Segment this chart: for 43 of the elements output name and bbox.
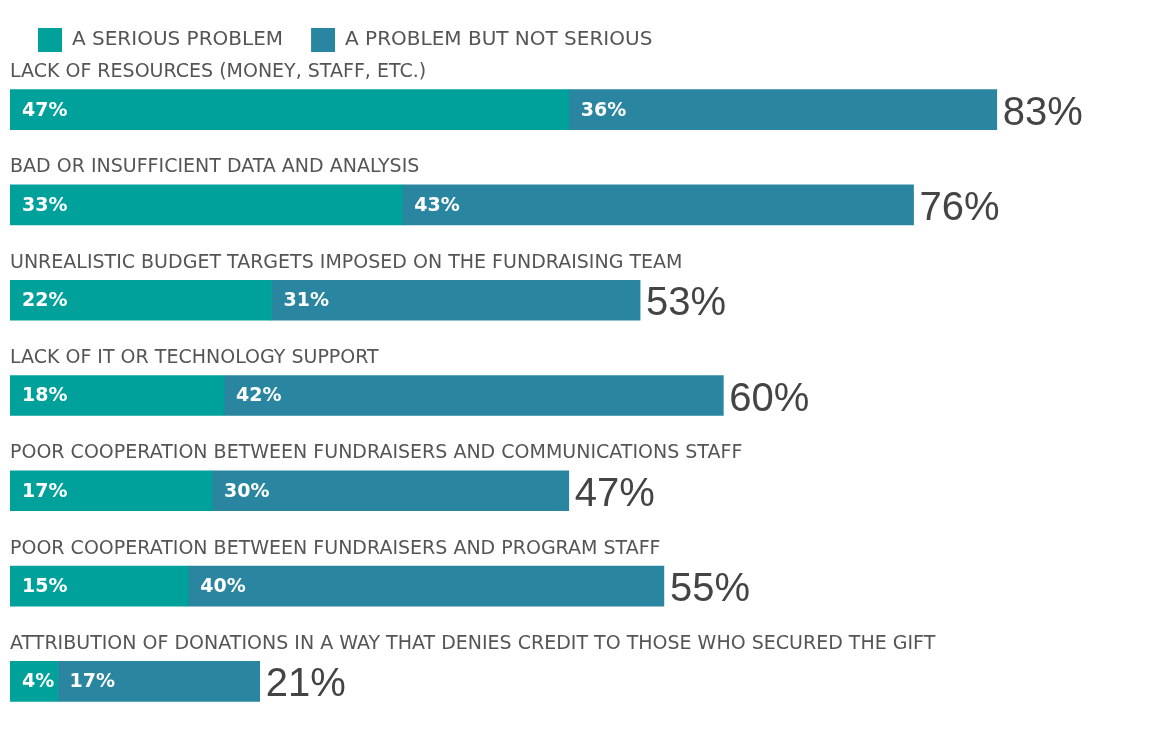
y-tick-label: UNREALISTIC BUDGET TARGETS IMPOSED ON THE FUNDRAISING TEAM: [10, 249, 683, 272]
data-label: 36%: [580, 97, 627, 120]
total-label: 55%: [669, 565, 750, 610]
data-label: 22%: [22, 288, 68, 311]
y-tick-label: LACK OF IT OR TECHNOLOGY SUPPORT: [10, 344, 380, 367]
bar: [10, 565, 189, 607]
data-label: 43%: [414, 192, 460, 215]
bar: [271, 279, 641, 321]
total-label: 53%: [646, 279, 727, 324]
data-label: 17%: [22, 478, 68, 501]
y-tick-label: BAD OR INSUFFICIENT DATA AND ANALYSIS: [10, 154, 420, 177]
data-label: 47%: [22, 97, 68, 120]
total-label: 47%: [574, 469, 655, 514]
bar: [223, 375, 724, 416]
data-label: 33%: [22, 192, 68, 215]
bar: [188, 565, 665, 607]
total-label: 60%: [729, 374, 810, 419]
bar: [10, 470, 213, 512]
y-tick-label: POOR COOPERATION BETWEEN FUNDRAISERS AND PROGRAM STAFF: [10, 535, 661, 558]
bar: [211, 470, 570, 512]
data-label: 18%: [22, 383, 68, 406]
data-label: 30%: [224, 478, 270, 501]
data-label: 40%: [200, 574, 246, 597]
bar: [10, 89, 570, 130]
legend-label: A SERIOUS PROBLEM: [72, 26, 284, 51]
bar: [568, 89, 998, 130]
data-label: 17%: [69, 669, 116, 692]
data-label: 42%: [236, 383, 282, 406]
bar: [57, 661, 260, 702]
data-label: 31%: [283, 288, 330, 311]
y-tick-label: POOR COOPERATION BETWEEN FUNDRAISERS AND COMMUNICATIONS STAFF: [10, 440, 743, 463]
total-label: 21%: [265, 660, 346, 705]
data-label: 4%: [22, 669, 55, 692]
bar: [402, 184, 914, 226]
bar: [10, 375, 225, 416]
bar: [10, 279, 272, 321]
data-label: 15%: [22, 574, 68, 597]
total-label: 76%: [919, 183, 1000, 228]
total-label: 83%: [1002, 88, 1083, 133]
y-tick-label: LACK OF RESOURCES (MONEY, STAFF, ETC.): [10, 59, 427, 82]
y-tick-label: ATTRIBUTION OF DONATIONS IN A WAY THAT DENIES CREDIT TO THOSE WHO SECURED THE GIFT: [10, 630, 936, 653]
legend-label: A PROBLEM BUT NOT SERIOUS: [345, 26, 653, 51]
bar: [10, 184, 403, 226]
